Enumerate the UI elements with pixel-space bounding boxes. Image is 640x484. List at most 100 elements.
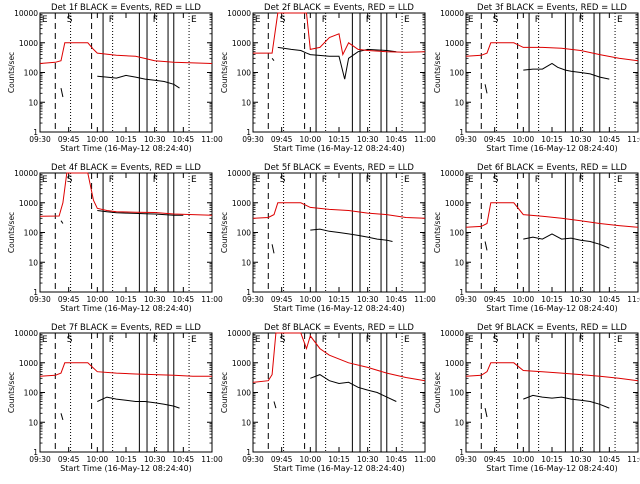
y-axis-label: Counts/sec	[433, 372, 442, 413]
marker-letter: E	[42, 175, 48, 185]
events-series-line	[310, 374, 397, 402]
marker-letter: E	[617, 335, 623, 345]
y-tick-label: 10	[454, 418, 464, 427]
events-series-line	[484, 407, 488, 418]
events-series-line	[273, 401, 277, 409]
x-tick-label: 10:15	[328, 135, 350, 144]
panel-title: Det 6f BLACK = Events, RED = LLD	[477, 163, 627, 173]
marker-letter: F	[153, 175, 158, 185]
x-tick-label: 10:15	[541, 135, 563, 144]
marker-letter: S	[493, 335, 499, 345]
y-tick-label: 10	[28, 258, 38, 267]
events-series-line	[523, 62, 610, 80]
y-tick-label: 1000	[232, 199, 251, 208]
x-axis-label: Start Time (16-May-12 08:24:40)	[486, 464, 617, 473]
y-tick-label: 1000	[19, 39, 38, 48]
lld-series-line	[39, 172, 213, 217]
x-axis-label: Start Time (16-May-12 08:24:40)	[486, 144, 617, 153]
events-series-line	[523, 233, 610, 249]
x-tick-label: 09:30	[29, 295, 51, 304]
x-tick-label: 10:00	[513, 135, 535, 144]
y-tick-label: 10	[241, 98, 251, 107]
x-tick-label: 10:15	[115, 295, 137, 304]
marker-letter: F	[109, 15, 114, 25]
panel-det-8: Det 8f BLACK = Events, RED = LLD 1 10 100 10…	[220, 323, 436, 473]
lld-series-line	[252, 332, 426, 383]
x-tick-label: 10:45	[386, 295, 408, 304]
x-axis-label: Start Time (16-May-12 08:24:40)	[273, 304, 404, 313]
x-tick-label: 11:00	[201, 455, 223, 464]
y-tick-label: 10000	[440, 169, 464, 178]
marker-letter: E	[404, 15, 410, 25]
marker-letter: E	[42, 335, 48, 345]
panel-det-2: Det 2f BLACK = Events, RED = LLD 1 10 100 10…	[220, 3, 436, 153]
x-tick-label: 09:45	[484, 295, 506, 304]
panel-title: Det 8f BLACK = Events, RED = LLD	[264, 323, 414, 333]
marker-letter: E	[617, 15, 623, 25]
x-tick-label: 10:30	[570, 455, 592, 464]
y-axis-label: Counts/sec	[220, 212, 229, 253]
x-tick-label: 10:00	[87, 295, 109, 304]
plot-frame	[39, 332, 213, 453]
x-axis-label: Start Time (16-May-12 08:24:40)	[60, 304, 191, 313]
x-tick-label: 11:00	[414, 295, 436, 304]
x-tick-label: 09:45	[271, 135, 293, 144]
marker-letter: S	[67, 175, 73, 185]
plot-frame	[39, 172, 213, 293]
x-tick-label: 10:45	[386, 135, 408, 144]
y-tick-label: 1	[33, 448, 38, 457]
x-tick-label: 09:45	[271, 295, 293, 304]
marker-letter: F	[366, 175, 371, 185]
marker-letter: E	[255, 175, 261, 185]
events-series-line	[277, 46, 397, 80]
marker-letter: F	[322, 15, 327, 25]
y-tick-label: 10	[28, 98, 38, 107]
x-tick-label: 10:00	[87, 455, 109, 464]
marker-letter: F	[535, 175, 540, 185]
y-tick-label: 10000	[14, 9, 38, 18]
y-tick-label: 1	[246, 288, 251, 297]
y-axis-label: Counts/sec	[433, 52, 442, 93]
x-tick-label: 09:45	[271, 455, 293, 464]
panel-title: Det 9f BLACK = Events, RED = LLD	[477, 323, 627, 333]
x-tick-label: 10:15	[328, 455, 350, 464]
y-tick-label: 10	[241, 258, 251, 267]
panel-det-5: Det 5f BLACK = Events, RED = LLD 1 10 100 10…	[220, 163, 436, 313]
x-axis-label: Start Time (16-May-12 08:24:40)	[273, 144, 404, 153]
marker-letter: E	[191, 335, 197, 345]
x-tick-label: 09:30	[455, 295, 477, 304]
panel-title: Det 3f BLACK = Events, RED = LLD	[477, 3, 627, 13]
y-tick-label: 10000	[440, 329, 464, 338]
y-tick-label: 100	[450, 389, 465, 398]
panel-title: Det 4f BLACK = Events, RED = LLD	[51, 163, 201, 173]
events-series-line	[60, 220, 64, 224]
marker-letter: F	[153, 335, 158, 345]
x-tick-label: 10:15	[115, 455, 137, 464]
lld-series-line	[39, 42, 213, 64]
panel-det-4: Det 4f BLACK = Events, RED = LLD 1 10 100 10…	[7, 163, 223, 313]
panel-det-1: Det 1f BLACK = Events, RED = LLD 1 10 100 10…	[7, 3, 223, 153]
panel-title: Det 5f BLACK = Events, RED = LLD	[264, 163, 414, 173]
plot-frame	[39, 12, 213, 133]
x-tick-label: 10:45	[173, 455, 195, 464]
lld-series-line	[465, 362, 639, 382]
x-tick-label: 10:45	[599, 295, 621, 304]
marker-letter: S	[67, 335, 73, 345]
y-tick-label: 1000	[232, 39, 251, 48]
y-tick-label: 10000	[14, 329, 38, 338]
events-series-line	[271, 244, 275, 254]
y-tick-label: 1	[459, 448, 464, 457]
y-axis-label: Counts/sec	[7, 52, 16, 93]
marker-letter: F	[366, 335, 371, 345]
y-axis-label: Counts/sec	[7, 372, 16, 413]
y-tick-label: 1000	[19, 199, 38, 208]
plot-frame	[252, 12, 426, 133]
y-tick-label: 10000	[227, 169, 251, 178]
panel-det-9: Det 9f BLACK = Events, RED = LLD 1 10 100 10…	[433, 323, 640, 473]
events-series-line	[97, 210, 184, 216]
lld-series-line	[465, 202, 639, 228]
y-tick-label: 10	[454, 258, 464, 267]
x-tick-label: 10:30	[144, 455, 166, 464]
lld-series-line	[465, 42, 639, 62]
marker-letter: E	[617, 175, 623, 185]
